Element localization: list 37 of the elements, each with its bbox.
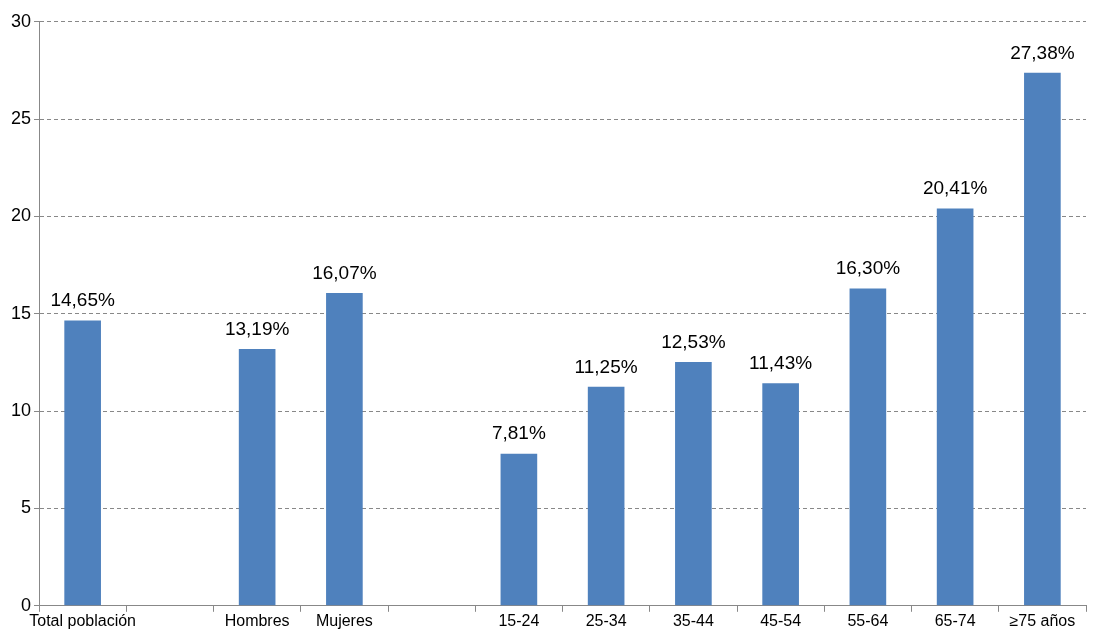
x-tick-label: Total población [29, 611, 137, 629]
data-label: 11,25% [574, 355, 638, 377]
x-tick-label: 45-54 [760, 611, 802, 629]
data-label: 27,38% [1010, 41, 1075, 63]
y-tick-label: 30 [10, 10, 32, 31]
bar [64, 320, 101, 606]
bar [936, 208, 974, 606]
data-label: 16,07% [312, 261, 377, 283]
data-label: 11,43% [749, 352, 813, 374]
bar [675, 361, 712, 606]
y-tick-label: 0 [21, 594, 32, 615]
bar [762, 383, 799, 606]
x-tick-label: ≥75 años [1009, 611, 1076, 629]
bar [849, 288, 887, 606]
x-tick-label: 25-34 [585, 611, 627, 629]
bar [1024, 72, 1061, 606]
x-tick-label: 65-74 [934, 611, 976, 629]
y-tick-label: 15 [10, 302, 32, 323]
y-tick-label: 10 [10, 400, 32, 421]
bar [587, 386, 625, 606]
data-label: 16,30% [835, 257, 901, 279]
data-label: 12,53% [661, 330, 726, 352]
y-tick-label: 20 [10, 205, 32, 226]
y-tick-label: 25 [10, 108, 32, 129]
bar [326, 292, 363, 606]
bar [238, 349, 276, 606]
data-label: 7,81% [491, 422, 546, 444]
y-tick-label: 5 [21, 497, 32, 518]
data-label: 13,19% [224, 317, 290, 339]
x-tick-label: Hombres [224, 611, 290, 629]
x-tick-label: 15-24 [498, 611, 540, 629]
x-tick-label: 55-64 [847, 611, 889, 629]
data-label: 14,65% [50, 289, 115, 311]
data-label: 20,41% [922, 177, 988, 199]
x-tick-label: Mujeres [315, 611, 373, 629]
x-tick-label: 35-44 [672, 611, 714, 629]
bar [500, 453, 538, 606]
